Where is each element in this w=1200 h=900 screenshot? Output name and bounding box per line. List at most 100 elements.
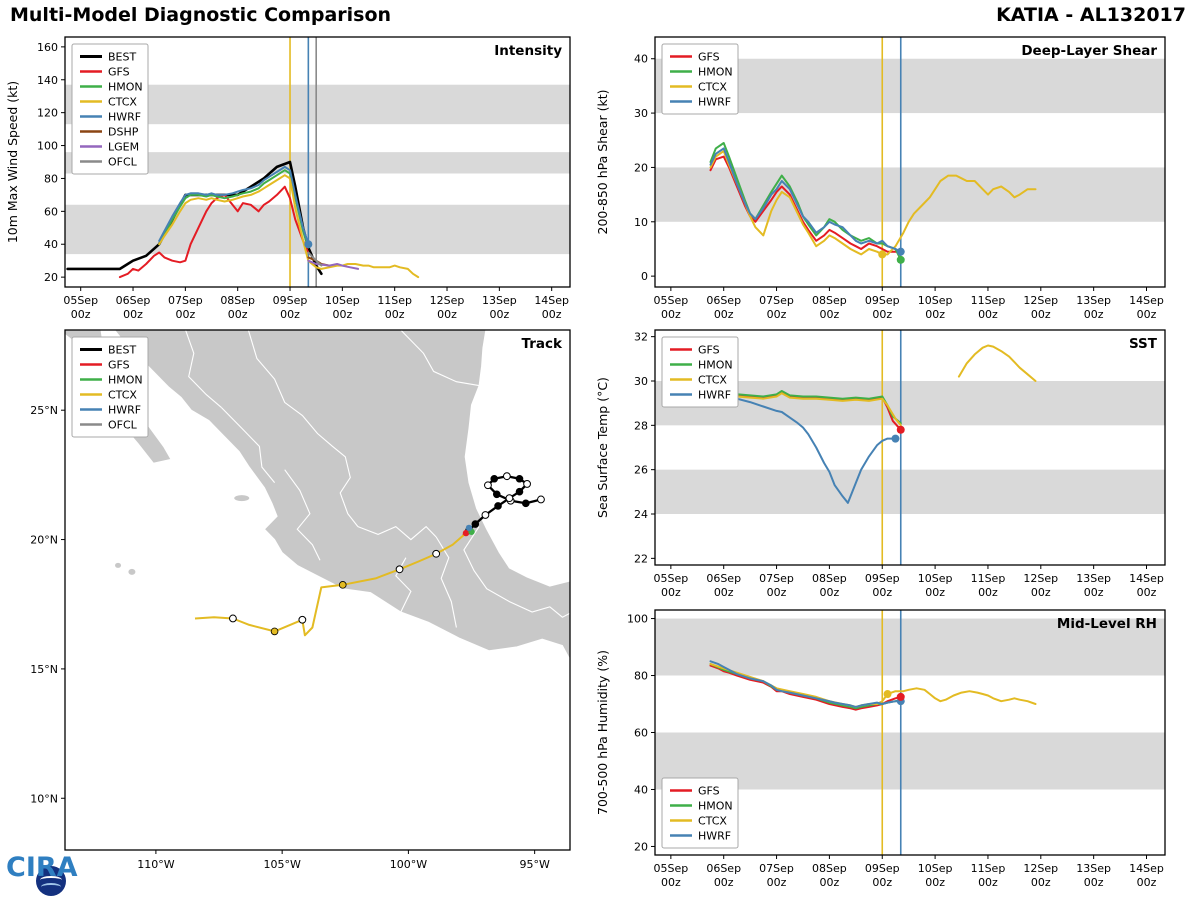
sst-ylabel: Sea Surface Temp (°C)	[595, 377, 610, 518]
track-ytick: 20°N	[30, 534, 58, 547]
sst-series-CTCX	[957, 344, 1037, 382]
track-marker-open	[298, 615, 307, 624]
rh-series-CTCX	[709, 663, 1037, 708]
intensity-xtick: 14Sep 00z	[534, 294, 569, 321]
sst-xtick: 13Sep 00z	[1076, 572, 1111, 599]
track-marker-filled	[515, 487, 524, 496]
track-legend: BEST GFS HMON CTCX HWRF OFCL	[71, 336, 149, 438]
track-xtick: 100°W	[390, 858, 427, 871]
rh-ylabel: 700-500 hPa Humidity (%)	[595, 650, 610, 815]
shear-legend: GFS HMON CTCX HWRF	[661, 43, 739, 115]
shear-dot-HWRF	[896, 247, 905, 256]
shear-ytick: 20	[634, 161, 648, 174]
legend-label-CTCX: CTCX	[698, 374, 727, 387]
map-state-border	[357, 525, 437, 541]
rh-title: Mid-Level RH	[1057, 616, 1157, 632]
rh-xtick: 12Sep 00z	[1023, 862, 1058, 889]
intensity-series-OFCL	[307, 251, 323, 267]
shear-ylabel: 200-850 hPa Shear (kt)	[595, 90, 610, 235]
intensity-series-CTCX	[158, 174, 420, 279]
track-marker-open	[505, 494, 514, 503]
map-state-border	[435, 536, 457, 628]
track-marker-filled	[522, 499, 530, 508]
rh-panel: 05Sep 00z 06Sep 00z 07Sep 00z 08Sep 00z 09Sep 00z…	[590, 598, 1200, 900]
legend-label-GFS: GFS	[698, 51, 720, 64]
track-marker-filled	[515, 474, 524, 483]
legend-label-HWRF: HWRF	[108, 111, 141, 124]
legend-label-CTCX: CTCX	[698, 81, 727, 94]
legend-label-OFCL: OFCL	[108, 419, 138, 432]
intensity-xtick: 07Sep 00z	[168, 294, 203, 321]
sst-ytick: 28	[634, 419, 648, 432]
sst-series-HMON	[709, 390, 902, 425]
intensity-series-HWRF	[158, 165, 310, 246]
rh-ytick: 40	[634, 783, 648, 796]
legend-label-DSHP: DSHP	[108, 126, 139, 139]
sst-dot-GFS	[896, 425, 905, 434]
shear-xtick: 09Sep 00z	[865, 294, 900, 321]
intensity-panel: 05Sep 00z 06Sep 00z 07Sep 00z 08Sep 00z 09Sep 00z…	[0, 25, 600, 325]
intensity-legend: BEST GFS HMON CTCX HWRF DSHP LGEM OFCL	[71, 43, 149, 175]
track-title: Track	[522, 336, 563, 352]
sst-series-CTCX	[709, 392, 902, 427]
intensity-xtick: 05Sep 00z	[63, 294, 98, 321]
shear-panel: 05Sep 00z 06Sep 00z 07Sep 00z 08Sep 00z 09Sep 00z…	[590, 25, 1200, 325]
intensity-xtick: 12Sep 00z	[430, 294, 465, 321]
track-ytick: 25°N	[30, 404, 58, 417]
track-marker-open	[481, 511, 490, 519]
sst-legend: GFS HMON CTCX HWRF	[661, 336, 739, 408]
track-marker-open	[484, 481, 492, 490]
sst-xtick: 05Sep 00z	[653, 572, 688, 599]
cira-globe-icon	[36, 866, 66, 896]
map-island	[115, 562, 122, 568]
intensity-ytick: 20	[44, 271, 58, 284]
sst-xtick: 14Sep 00z	[1129, 572, 1164, 599]
shear-ytick: 30	[634, 107, 648, 120]
rh-xtick: 09Sep 00z	[865, 862, 900, 889]
track-marker-filled	[270, 627, 279, 636]
shear-dot-CTCX	[878, 250, 887, 259]
track-series-CTCX	[194, 529, 470, 637]
shear-dot-HMON	[896, 255, 905, 264]
legend-label-CTCX: CTCX	[108, 96, 137, 109]
figure-title: Multi-Model Diagnostic Comparison	[10, 4, 392, 26]
intensity-band	[65, 152, 570, 174]
track-chart: 110°W 105°W 100°W 95°W 10°N 15°N 20°N 25°N Track…	[30, 329, 571, 871]
legend-label-BEST: BEST	[108, 344, 136, 357]
legend-label-CTCX: CTCX	[698, 815, 727, 828]
sst-xtick: 12Sep 00z	[1023, 572, 1058, 599]
rh-ytick: 100	[627, 613, 648, 626]
legend-label-LGEM: LGEM	[108, 141, 139, 154]
shear-band	[655, 58, 1165, 114]
map-state-border	[221, 407, 276, 483]
cira-logo-text: CIRA	[6, 852, 78, 883]
track-marker-filled	[492, 490, 501, 499]
map-island	[128, 568, 136, 575]
intensity-ytick: 120	[37, 107, 58, 120]
sst-band	[655, 469, 1165, 515]
intensity-xtick: 10Sep 00z	[325, 294, 360, 321]
rh-series-GFS	[709, 664, 902, 711]
intensity-ytick: 160	[37, 41, 58, 54]
intensity-ytick: 140	[37, 74, 58, 87]
track-marker-filled	[471, 520, 480, 528]
track-marker-filled	[490, 474, 499, 483]
rh-dot-GFS	[896, 692, 905, 701]
track-marker-open	[523, 480, 531, 488]
shear-title: Deep-Layer Shear	[1021, 43, 1157, 59]
shear-xtick: 14Sep 00z	[1129, 294, 1164, 321]
map-state-border	[463, 526, 570, 618]
intensity-xtick: 13Sep 00z	[482, 294, 517, 321]
shear-xtick: 10Sep 00z	[918, 294, 953, 321]
legend-label-HWRF: HWRF	[108, 404, 141, 417]
sst-dot-HWRF	[891, 434, 900, 443]
track-xtick: 110°W	[137, 858, 174, 871]
legend-label-HMON: HMON	[108, 374, 143, 387]
sst-panel: 05Sep 00z 06Sep 00z 07Sep 00z 08Sep 00z 09Sep 00z…	[590, 318, 1200, 610]
track-xtick: 105°W	[263, 858, 300, 871]
legend-label-HMON: HMON	[698, 66, 733, 79]
shear-xtick: 11Sep 00z	[971, 294, 1006, 321]
rh-band	[655, 732, 1165, 790]
intensity-series-LGEM	[307, 259, 360, 270]
intensity-chart: 05Sep 00z 06Sep 00z 07Sep 00z 08Sep 00z 09Sep 00z…	[5, 36, 571, 321]
